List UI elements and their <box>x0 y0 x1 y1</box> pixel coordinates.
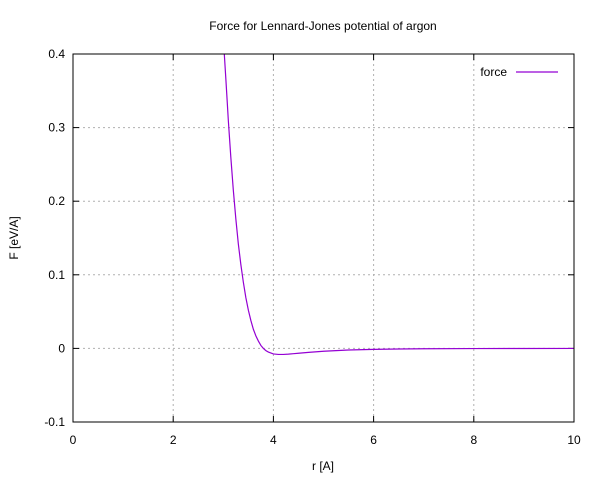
x-tick-label: 2 <box>170 433 177 447</box>
x-tick-labels: 0 2 4 6 8 10 <box>70 433 581 447</box>
plot-frame <box>72 53 575 423</box>
legend-label-force: force <box>480 65 507 79</box>
x-tick-label: 4 <box>270 433 277 447</box>
y-tick-labels: -0.1 0 0.1 0.2 0.3 0.4 <box>44 47 65 429</box>
y-tick-label: 0.1 <box>48 268 65 282</box>
x-tick-label: 0 <box>70 433 77 447</box>
y-tick-label: -0.1 <box>44 415 65 429</box>
series-line-force <box>223 53 575 356</box>
x-tick-label: 8 <box>470 433 477 447</box>
grid-lines <box>73 54 574 422</box>
chart-title: Force for Lennard-Jones potential of arg… <box>209 19 436 33</box>
y-axis-label: F [eV/A] <box>7 216 21 259</box>
x-axis-label: r [A] <box>312 459 334 473</box>
legend: force <box>480 65 558 79</box>
axis-ticks <box>72 53 575 423</box>
y-tick-label: 0.4 <box>48 47 65 61</box>
y-tick-label: 0.3 <box>48 121 65 135</box>
y-tick-label: 0 <box>58 341 65 355</box>
x-tick-label: 6 <box>370 433 377 447</box>
x-tick-label: 10 <box>567 433 581 447</box>
y-tick-label: 0.2 <box>48 194 65 208</box>
